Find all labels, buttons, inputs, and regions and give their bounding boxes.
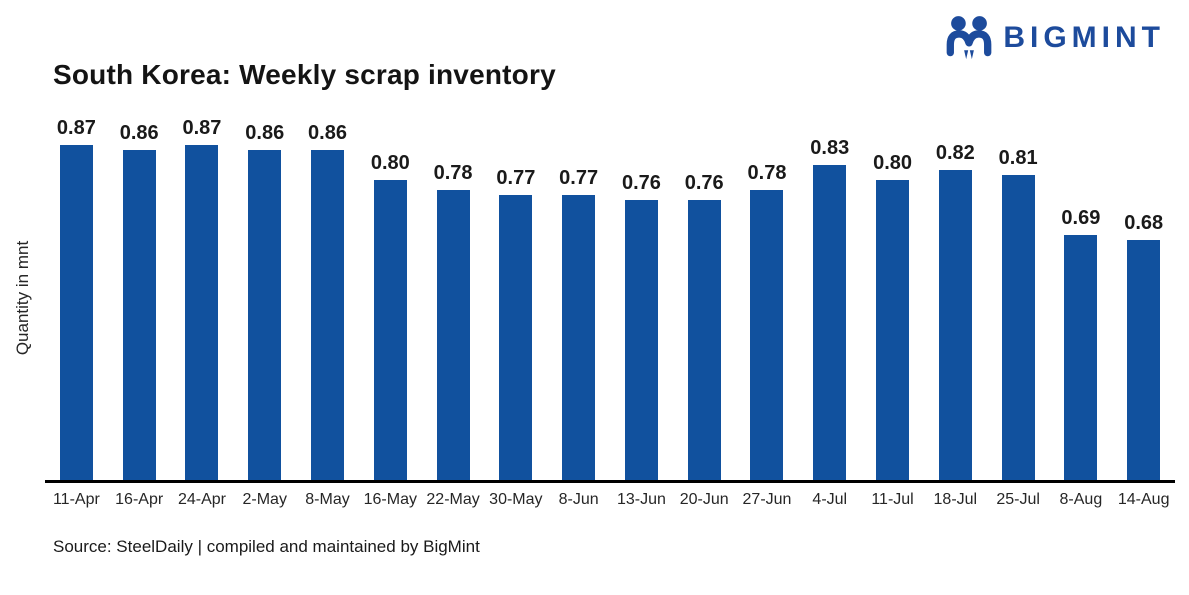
bar-slot: 0.86 (296, 122, 359, 480)
x-tick-label: 13-Jun (616, 491, 666, 508)
bigmint-wordmark: BIGMINT (1003, 21, 1165, 54)
bar-slot: 0.86 (108, 122, 171, 480)
x-axis-tick-labels: 11-Apr 16-Apr 24-Apr 2-May 8-May 16-May 22-May… (45, 483, 1175, 509)
bar (59, 145, 93, 480)
y-axis-label: Quantity in mnt (13, 240, 33, 356)
bar-slot: 0.87 (45, 117, 108, 480)
bar-value-label: 0.87 (182, 117, 222, 139)
bar-slot: 0.87 (171, 117, 234, 480)
bar (624, 200, 658, 480)
bar-value-label: 0.80 (873, 152, 913, 174)
bar (436, 190, 470, 480)
x-tick-label: 8-May (305, 491, 350, 508)
bar (499, 195, 533, 480)
x-tick-label: 14-Aug (1117, 491, 1170, 508)
bar-value-label: 0.86 (308, 122, 347, 144)
bar (876, 180, 910, 480)
bar-slot: 0.78 (736, 162, 799, 480)
bar-slot: 0.81 (987, 147, 1050, 480)
bar (1127, 240, 1161, 480)
bar (1064, 235, 1098, 480)
bar-slot: 0.77 (547, 167, 610, 480)
x-tick-label: 4-Jul (812, 491, 848, 508)
bar-value-label: 0.69 (1061, 207, 1101, 229)
x-tick-label: 27-Jun (742, 491, 792, 508)
y-axis-label-container: Quantity in mnt (2, 113, 44, 483)
bar-slot: 0.80 (359, 152, 422, 480)
bar-slot: 0.86 (233, 122, 296, 480)
x-tick-label: 8-Jun (558, 491, 599, 508)
bar-slot: 0.78 (422, 162, 485, 480)
bar-value-label: 0.82 (935, 142, 975, 164)
bar (938, 170, 972, 480)
x-tick-label: 18-Jul (933, 491, 978, 508)
bar-chart-plot-area: 0.87 0.86 0.87 0.86 0.86 0.80 0.78 0.77 0.77 0.76… (45, 113, 1175, 509)
bar-value-label: 0.68 (1124, 212, 1164, 234)
bigmint-two-people-icon (947, 16, 992, 60)
bar-value-label: 0.81 (998, 147, 1038, 169)
x-tick-label: 11-Apr (52, 491, 100, 508)
bar-slot: 0.82 (924, 142, 987, 480)
bar (311, 150, 345, 480)
bar-value-label: 0.80 (370, 152, 410, 174)
x-tick-label: 11-Jul (871, 491, 914, 508)
bigmint-logo: BIGMINT (943, 12, 1165, 64)
chart-title: South Korea: Weekly scrap inventory (53, 59, 556, 90)
bar (1001, 175, 1035, 480)
bar-slot: 0.80 (861, 152, 924, 480)
bar-value-label: 0.78 (747, 162, 787, 184)
bar-value-label: 0.77 (496, 167, 536, 189)
bar (373, 180, 407, 480)
x-tick-label: 20-Jun (679, 491, 729, 508)
x-tick-label: 30-May (489, 491, 543, 508)
bar-slot: 0.83 (798, 137, 861, 480)
bar-slot: 0.76 (610, 172, 673, 480)
bar-slot: 0.77 (484, 167, 547, 480)
bar-value-label: 0.77 (559, 167, 599, 189)
x-tick-label: 16-May (363, 491, 417, 508)
x-tick-label: 24-Apr (177, 491, 226, 508)
bar (185, 145, 219, 480)
bar-value-label: 0.87 (56, 117, 96, 139)
source-note: Source: SteelDaily | compiled and mainta… (53, 537, 480, 556)
x-tick-label: 16-Apr (115, 491, 164, 508)
bar-slot: 0.76 (673, 172, 736, 480)
bar (750, 190, 784, 480)
bar-value-label: 0.78 (433, 162, 473, 184)
bar-value-label: 0.83 (810, 137, 850, 159)
x-tick-label: 2-May (242, 491, 287, 508)
bar-slot: 0.69 (1050, 207, 1113, 480)
bar (248, 150, 282, 480)
bar (562, 195, 596, 480)
x-tick-label: 22-May (426, 491, 480, 508)
bar-value-label: 0.76 (621, 172, 661, 194)
bar-slot: 0.68 (1112, 212, 1175, 480)
bar (122, 150, 156, 480)
bar-value-label: 0.86 (119, 122, 159, 144)
bar-value-label: 0.86 (245, 122, 285, 144)
bar (813, 165, 847, 480)
x-tick-label: 25-Jul (996, 491, 1040, 508)
bar-value-label: 0.76 (684, 172, 724, 194)
bars-row: 0.87 0.86 0.87 0.86 0.86 0.80 0.78 0.77 0.77 0.76… (45, 113, 1175, 483)
bar (687, 200, 721, 480)
x-tick-label: 8-Aug (1059, 491, 1103, 508)
